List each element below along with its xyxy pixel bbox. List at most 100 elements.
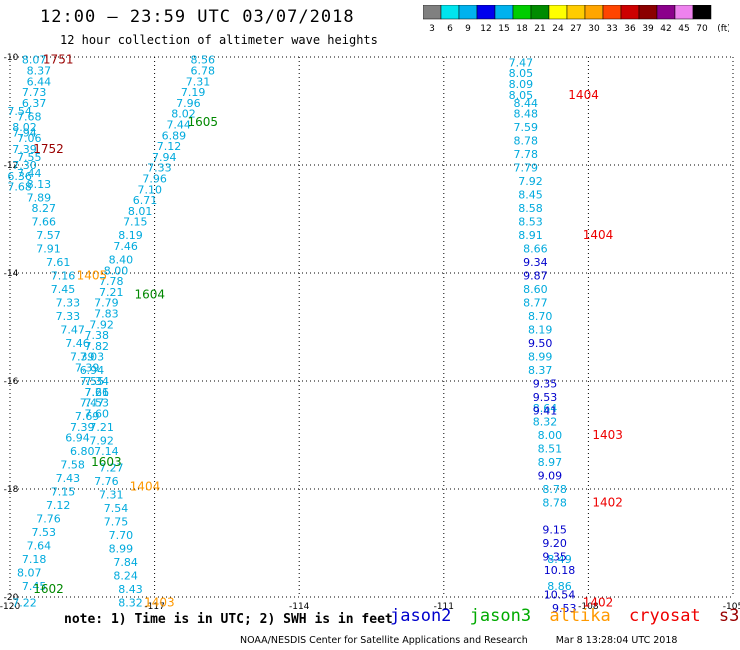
swh-value-label: 7.38 xyxy=(85,329,110,342)
pass-time-label: 1751 xyxy=(43,53,74,67)
swh-value-label: 9.15 xyxy=(542,524,567,537)
chart-title: 12:00 – 23:59 UTC 03/07/2018 xyxy=(40,7,355,27)
swh-value-label: 7.59 xyxy=(513,121,538,134)
swh-value-label: 7.06 xyxy=(17,132,42,145)
swh-value-label: 8.07 xyxy=(22,54,47,67)
swh-value-label: 8.24 xyxy=(113,569,138,582)
swh-value-label: 7.14 xyxy=(94,445,119,458)
pass-time-label: 1405 xyxy=(77,269,108,283)
credit-line: NOAA/NESDIS Center for Satellite Applica… xyxy=(240,635,677,646)
swh-value-label: 7.26 xyxy=(85,386,110,399)
legend-s3a: s3a xyxy=(718,606,740,626)
scale-label: 3 xyxy=(429,24,435,33)
swh-value-label: 7.64 xyxy=(27,540,52,553)
swh-value-label: 7.47 xyxy=(509,56,534,69)
swh-value-label: 7.69 xyxy=(75,410,100,423)
swh-value-label: 8.32 xyxy=(118,596,143,609)
pass-time-label: 1404 xyxy=(568,88,599,102)
scale-label: 27 xyxy=(570,24,581,33)
swh-value-label: 8.05 xyxy=(509,89,534,102)
x-tick-label: -114 xyxy=(289,602,310,612)
swh-value-label: 9.87 xyxy=(523,270,548,283)
swh-value-label: 7.47 xyxy=(60,324,85,337)
scale-label: (ft) xyxy=(717,24,729,33)
swh-value-label: 8.37 xyxy=(27,65,52,78)
footnote: note: 1) Time is in UTC; 2) SWH is in fe… xyxy=(64,612,393,627)
scale-label: 15 xyxy=(498,24,509,33)
swh-value-label: 7.89 xyxy=(27,191,52,204)
scale-label: 24 xyxy=(552,24,564,33)
swh-value-label: 9.50 xyxy=(528,337,553,350)
swh-value-label: 7.16 xyxy=(51,270,76,283)
swh-value-label: 7.57 xyxy=(36,229,61,242)
swh-value-label: 8.78 xyxy=(513,135,538,148)
swh-value-label: 9.20 xyxy=(542,537,567,550)
swh-value-label: 8.37 xyxy=(528,364,553,377)
swh-value-label: 7.91 xyxy=(36,243,61,256)
swh-value-label: 9.53 xyxy=(552,602,577,615)
swh-value-label: 7.94 xyxy=(12,127,37,140)
swh-value-label: 7.82 xyxy=(85,340,110,353)
swh-value-label: 8.13 xyxy=(27,178,52,191)
x-tick-label: -108 xyxy=(578,602,599,612)
swh-value-label: 7.61 xyxy=(46,256,71,269)
swh-value-label: 8.99 xyxy=(528,351,553,364)
scale-swatch xyxy=(692,5,712,20)
swh-value-label: 7.33 xyxy=(56,297,81,310)
pass-time-label: 1402 xyxy=(592,496,623,510)
swh-value-label: 7.12 xyxy=(46,499,71,512)
swh-value-label: 7.58 xyxy=(60,459,85,472)
pass-time-label: 1403 xyxy=(144,595,175,609)
swh-value-label: 7.70 xyxy=(109,529,134,542)
y-tick-label: -12 xyxy=(4,161,19,171)
scale-label: 21 xyxy=(534,24,545,33)
pass-time-label: 1404 xyxy=(130,479,161,493)
swh-value-label: 7.96 xyxy=(176,97,201,110)
pass-time-label: 1602 xyxy=(33,582,64,596)
swh-value-label: 8.77 xyxy=(523,297,548,310)
swh-value-label: 7.66 xyxy=(31,216,56,229)
swh-value-label: 7.46 xyxy=(65,337,90,350)
swh-value-label: 7.18 xyxy=(22,553,47,566)
swh-value-label: 7.94 xyxy=(152,151,177,164)
swh-value-label: 7.12 xyxy=(157,140,182,153)
swh-value-label: 8.00 xyxy=(538,429,563,442)
x-tick-label: -117 xyxy=(144,602,164,612)
x-tick-label: -105 xyxy=(723,602,740,612)
swh-value-label: 7.54 xyxy=(104,502,129,515)
swh-value-label: 7.15 xyxy=(123,216,148,229)
swh-value-label: 7.47 xyxy=(80,397,105,410)
swh-value-label: 7.03 xyxy=(80,351,105,364)
swh-value-label: 7.27 xyxy=(99,461,124,474)
swh-value-label: 7.21 xyxy=(99,286,124,299)
swh-value-label: 9.41 xyxy=(533,405,558,418)
chart-subtitle: 12 hour collection of altimeter wave hei… xyxy=(60,33,378,47)
legend-jason2: jason2 xyxy=(390,606,452,626)
swh-value-label: 8.45 xyxy=(518,189,543,202)
scale-label: 9 xyxy=(465,24,471,33)
scale-label: 6 xyxy=(447,24,453,33)
swh-value-label: 8.66 xyxy=(523,243,548,256)
swh-value-label: 6.71 xyxy=(133,194,158,207)
swh-value-label: 7.55 xyxy=(17,151,42,164)
pass-time-label: 1403 xyxy=(592,428,623,442)
pass-time-label: 1604 xyxy=(135,288,166,302)
swh-value-label: 7.53 xyxy=(31,526,56,539)
swh-value-label: 8.01 xyxy=(128,205,153,218)
y-tick-label: -18 xyxy=(4,485,19,495)
x-tick-label: -111 xyxy=(434,602,454,612)
swh-value-label: 6.89 xyxy=(162,129,187,142)
scale-label: 36 xyxy=(624,24,636,33)
swh-value-label: 6.78 xyxy=(191,65,216,78)
swh-value-label: 7.30 xyxy=(12,159,37,172)
swh-value-label: 7.60 xyxy=(85,407,110,420)
swh-value-label: 6.94 xyxy=(80,364,105,377)
swh-value-label: 7.96 xyxy=(142,173,167,186)
swh-value-label: 7.92 xyxy=(518,175,543,188)
scale-label: 42 xyxy=(660,24,671,33)
swh-value-label: 6.37 xyxy=(22,97,47,110)
swh-value-label: 7.76 xyxy=(36,513,61,526)
swh-value-label: 7.31 xyxy=(99,488,124,501)
swh-value-label: 8.05 xyxy=(509,67,534,80)
